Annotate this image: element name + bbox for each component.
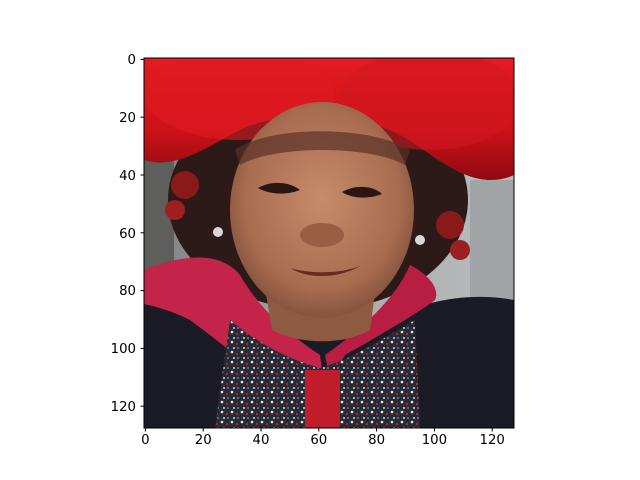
axes-frame <box>143 57 515 429</box>
y-tick-label: 60 <box>119 227 136 242</box>
y-axis: 0 20 40 60 80 100 120 <box>111 53 144 415</box>
x-tick-label: 20 <box>195 433 212 448</box>
y-tick-label: 0 <box>128 53 136 68</box>
y-tick-label: 40 <box>119 169 136 184</box>
x-tick-label: 80 <box>368 433 385 448</box>
x-tick-label: 100 <box>422 433 447 448</box>
x-tick-label: 120 <box>480 433 505 448</box>
y-tick-label: 80 <box>119 284 136 299</box>
x-axis: 0 20 40 60 80 100 120 <box>141 428 505 448</box>
portrait-image <box>144 58 514 428</box>
y-tick-label: 20 <box>119 111 136 126</box>
x-tick-label: 40 <box>253 433 270 448</box>
x-tick-label: 0 <box>141 433 149 448</box>
y-tick-label: 120 <box>111 400 136 415</box>
y-tick-label: 100 <box>111 342 136 357</box>
x-tick-label: 60 <box>310 433 327 448</box>
